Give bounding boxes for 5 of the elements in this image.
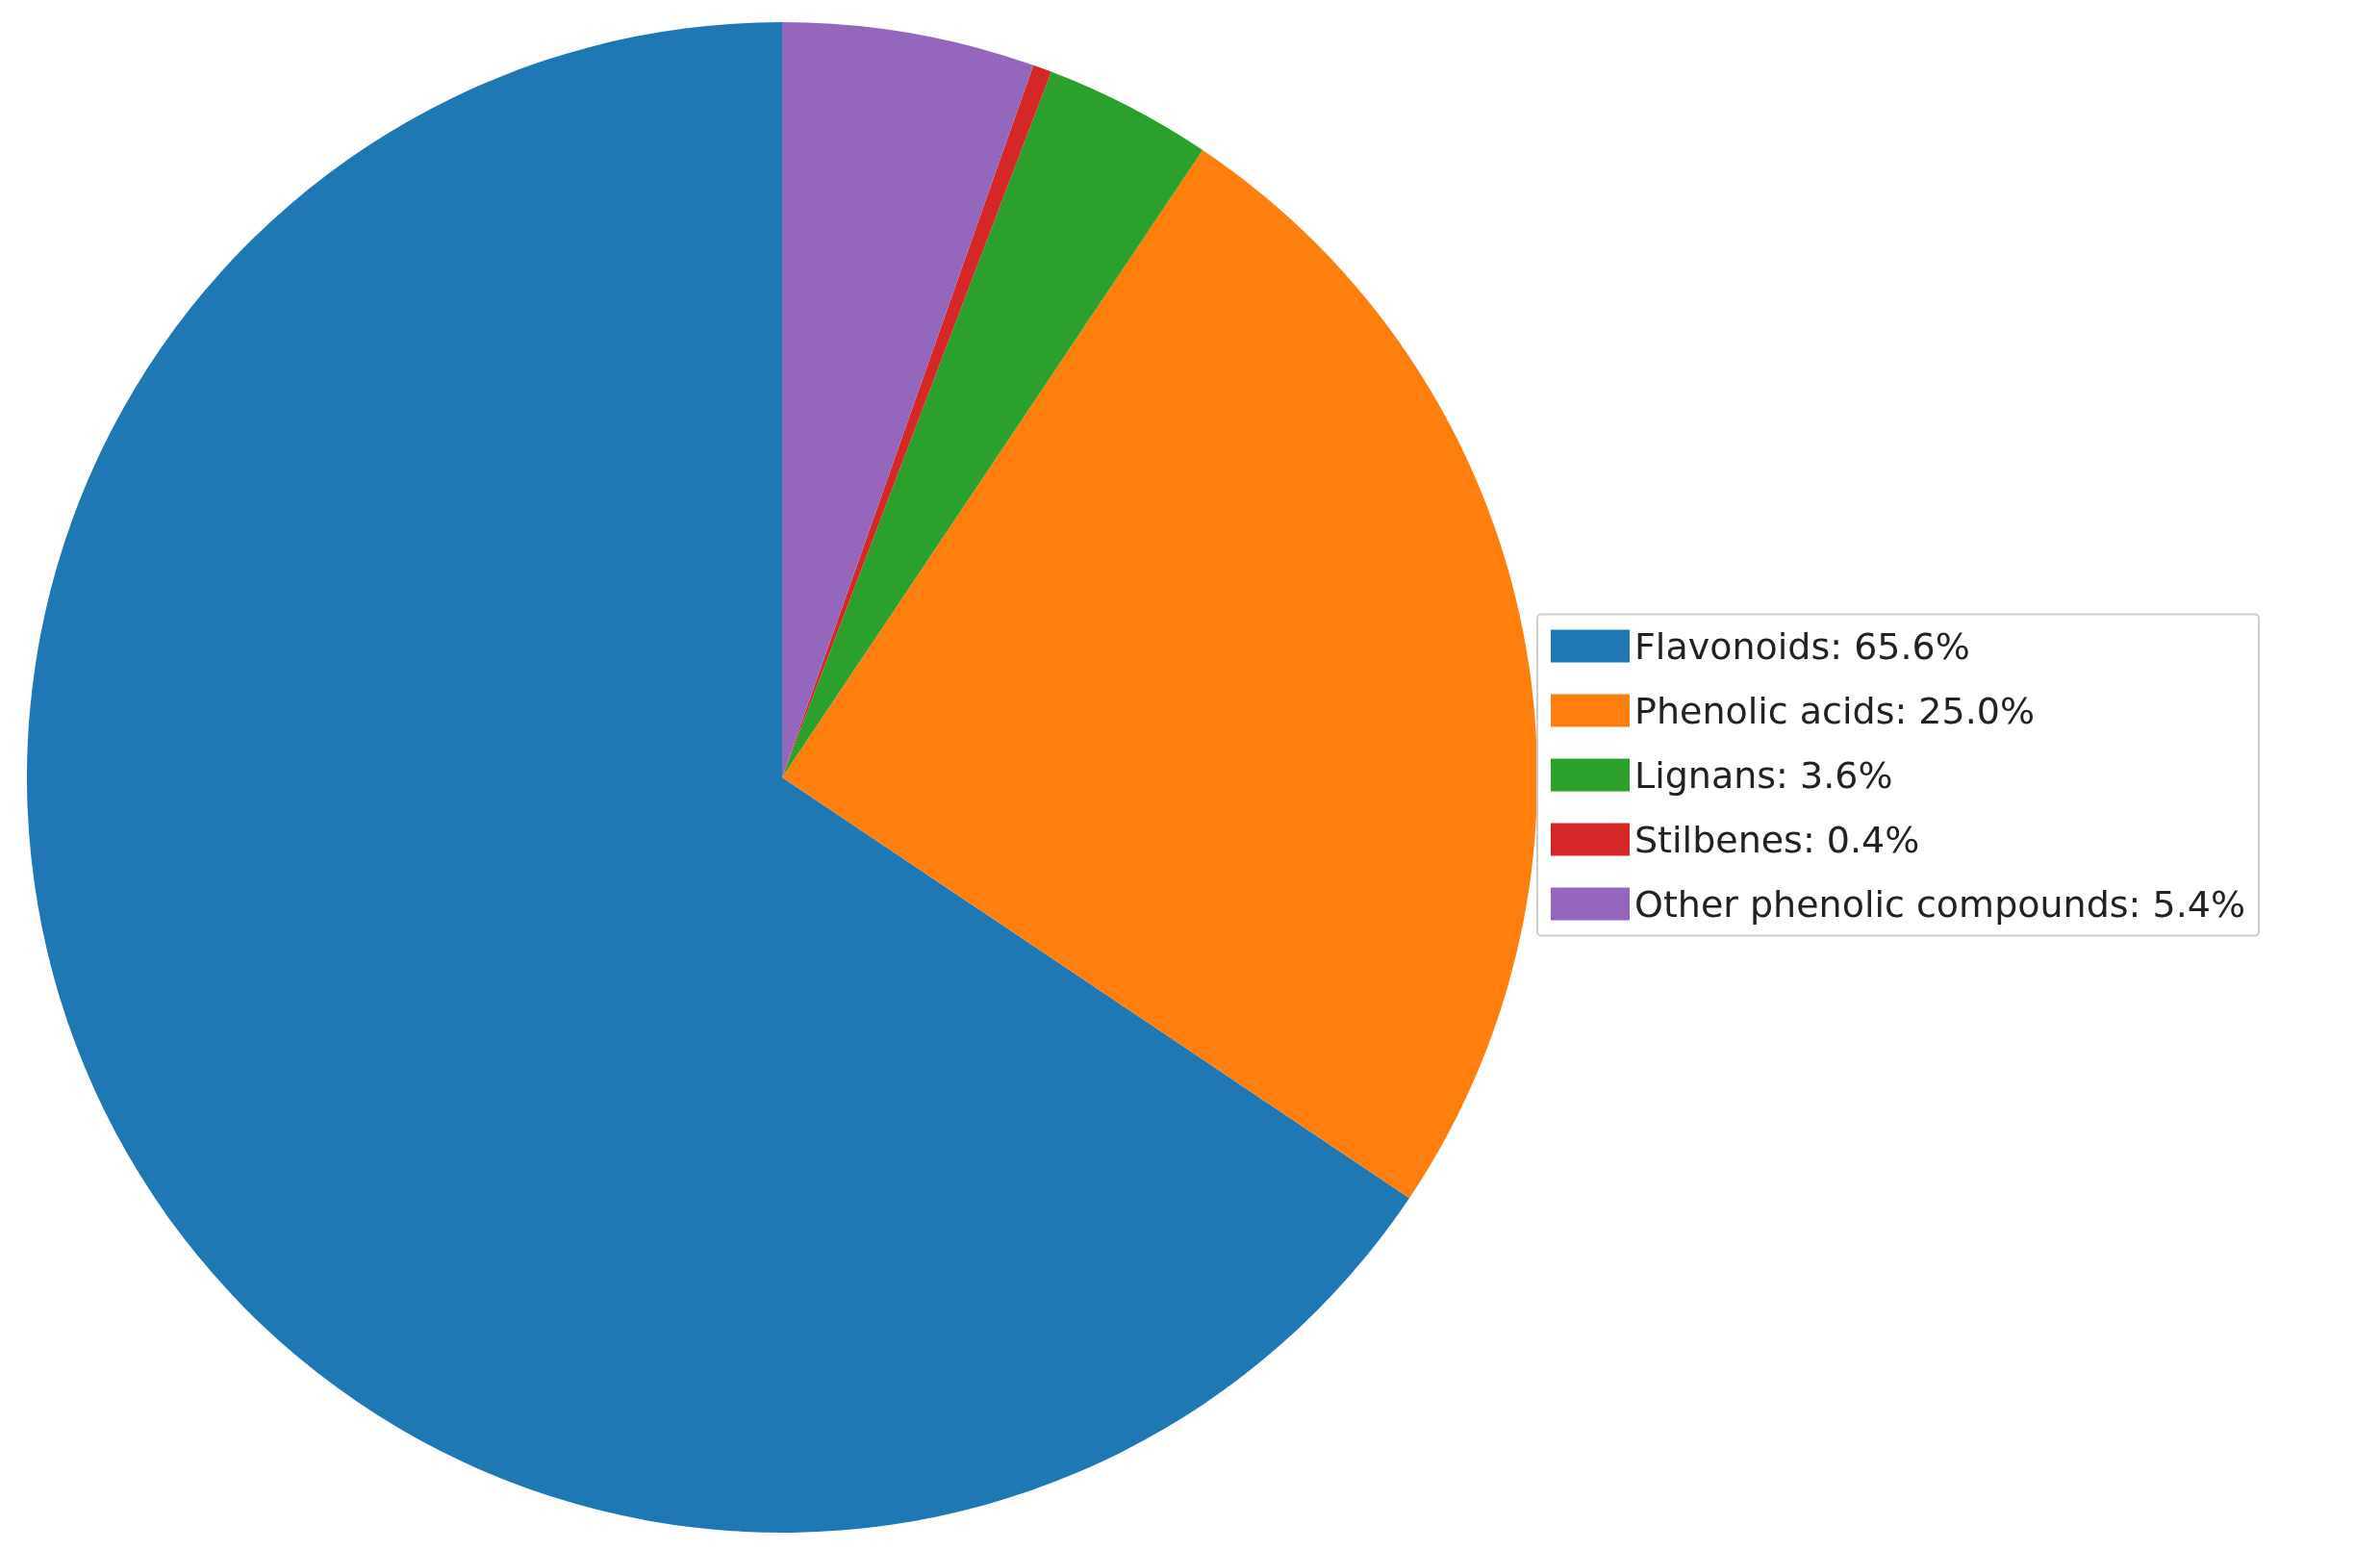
- legend-label: Lignans: 3.6%: [1634, 753, 1893, 797]
- legend-label: Other phenolic compounds: 5.4%: [1634, 882, 2246, 926]
- legend-label: Stilbenes: 0.4%: [1634, 818, 1920, 861]
- legend-label: Phenolic acids: 25.0%: [1634, 689, 2036, 732]
- legend-label: Flavonoids: 65.6%: [1634, 624, 1970, 668]
